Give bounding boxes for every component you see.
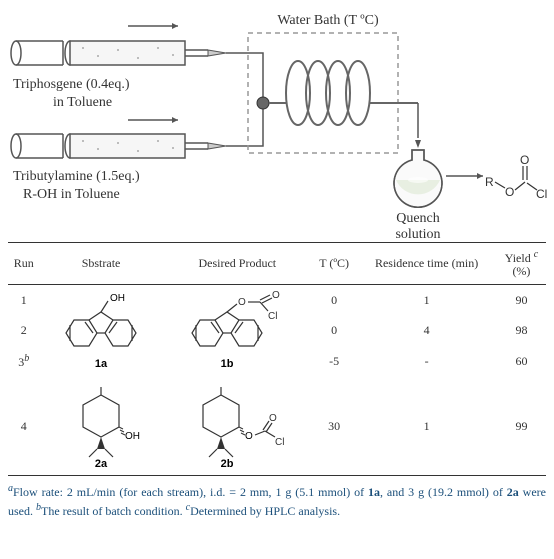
cell-yield: 90 xyxy=(497,285,546,315)
cell-run: 1 xyxy=(8,285,39,315)
flask-icon xyxy=(394,150,442,207)
drip-icon xyxy=(415,140,421,148)
svg-text:1b: 1b xyxy=(221,358,234,370)
cell-temp: 0 xyxy=(312,285,356,315)
col-residence: Residence time (min) xyxy=(356,243,497,285)
svg-text:Cl: Cl xyxy=(268,311,277,322)
svg-text:2b: 2b xyxy=(221,458,234,469)
table-row: 4 OH 2a O xyxy=(8,377,546,476)
cell-product-1b: O O Cl 1b xyxy=(163,285,312,378)
cell-run: 2 xyxy=(8,315,39,345)
results-table: Run Sbstrate Desired Product T (ºC) Resi… xyxy=(8,242,546,476)
svg-text:2a: 2a xyxy=(95,458,108,469)
cell-residence: 4 xyxy=(356,315,497,345)
svg-text:O: O xyxy=(269,413,277,424)
svg-text:O: O xyxy=(505,185,514,199)
cell-yield: 60 xyxy=(497,345,546,377)
syringe-top-label-1: Triphosgene (0.4eq.) xyxy=(13,77,130,92)
syringe-top xyxy=(11,41,226,65)
coil-reactor xyxy=(269,61,418,125)
syringe-bot-label-2: R-OH in Toluene xyxy=(23,187,120,202)
syringe-top-label-2: in Toluene xyxy=(53,95,112,110)
table-footnote: aFlow rate: 2 mL/min (for each stream), … xyxy=(8,482,546,518)
mixer-icon xyxy=(257,97,269,109)
svg-text:OH: OH xyxy=(110,293,125,304)
svg-text:O: O xyxy=(272,291,280,301)
cell-substrate-2a: OH 2a xyxy=(39,377,162,476)
svg-text:1a: 1a xyxy=(95,358,108,370)
svg-text:R: R xyxy=(485,175,494,189)
flow-arrow-top xyxy=(128,23,178,29)
waterbath-label: Water Bath (T ºC) xyxy=(277,13,379,28)
flow-diagram: Water Bath (T ºC) Triphosgene (0.4eq.) i… xyxy=(8,8,546,238)
cell-yield: 98 xyxy=(497,315,546,345)
syringe-bottom xyxy=(11,134,226,158)
col-temp: T (ºC) xyxy=(312,243,356,285)
syringe-bot-label-1: Tributylamine (1.5eq.) xyxy=(13,169,140,184)
svg-text:OH: OH xyxy=(125,431,140,442)
tube-top xyxy=(226,53,263,98)
col-run: Run xyxy=(8,243,39,285)
cell-residence: - xyxy=(356,345,497,377)
col-yield: Yield c (%) xyxy=(497,243,546,285)
waterbath-box xyxy=(248,33,398,153)
cell-residence: 1 xyxy=(356,285,497,315)
product-structure: R O O Cl xyxy=(485,153,547,201)
quench-label-2: solution xyxy=(395,227,440,238)
cell-temp: -5 xyxy=(312,345,356,377)
tube-bottom xyxy=(226,108,263,146)
svg-text:O: O xyxy=(238,297,246,308)
col-substrate: Sbstrate xyxy=(39,243,162,285)
table-row: 1 OH 1a xyxy=(8,285,546,315)
svg-text:O: O xyxy=(520,153,529,167)
cell-substrate-1a: OH 1a xyxy=(39,285,162,378)
cell-run: 3b xyxy=(8,345,39,377)
flow-arrow-bottom xyxy=(128,117,178,123)
cell-temp: 30 xyxy=(312,377,356,476)
svg-text:O: O xyxy=(245,431,253,442)
svg-text:Cl: Cl xyxy=(275,437,284,448)
quench-label-1: Quench xyxy=(396,211,440,226)
col-product: Desired Product xyxy=(163,243,312,285)
cell-temp: 0 xyxy=(312,315,356,345)
cell-run: 4 xyxy=(8,377,39,476)
cell-residence: 1 xyxy=(356,377,497,476)
cell-product-2b: O O Cl 2b xyxy=(163,377,312,476)
product-arrow-head xyxy=(477,173,483,179)
cell-yield: 99 xyxy=(497,377,546,476)
svg-text:Cl: Cl xyxy=(536,187,547,201)
